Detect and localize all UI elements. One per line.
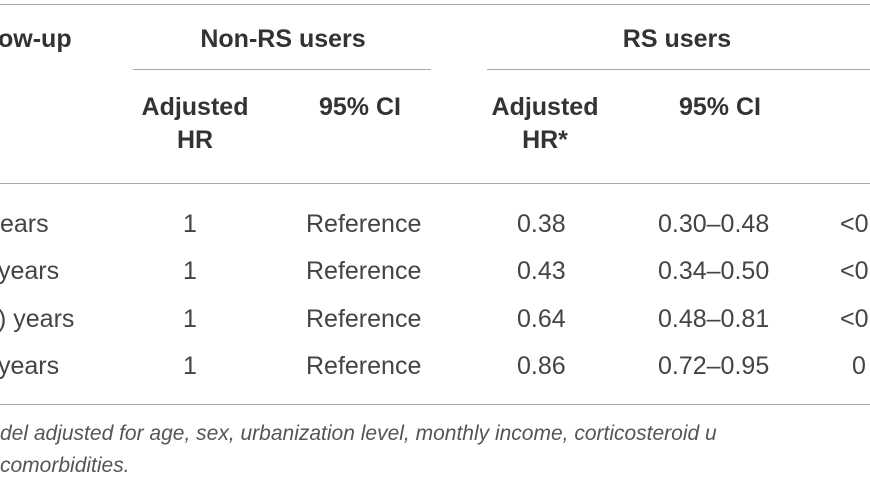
p-value-cell: <0 (840, 210, 869, 238)
non-rs-ci-header: 95% CI (319, 93, 401, 121)
footnote-line-2: comorbidities. (0, 454, 130, 477)
p-value-cell: <0 (840, 257, 869, 285)
non-rs-group-rule (133, 69, 431, 70)
rs-hr-header-line1: Adjusted (491, 93, 599, 121)
non-rs-hr-cell: 1 (183, 257, 197, 285)
followup-cell: ) years (0, 305, 75, 333)
rs-group-rule (487, 69, 870, 70)
non-rs-hr-header-line2: HR (176, 126, 214, 154)
followup-header: ow-up (0, 25, 72, 53)
rs-hr-cell: 0.43 (517, 257, 566, 285)
non-rs-ci-cell: Reference (306, 210, 422, 238)
followup-cell: years (0, 257, 60, 285)
header-bottom-rule (0, 183, 870, 184)
rs-ci-cell: 0.48–0.81 (658, 305, 770, 333)
non-rs-hr-cell: 1 (183, 210, 197, 238)
non-rs-hr-header-line1: Adjusted (141, 93, 249, 121)
top-rule (0, 4, 870, 5)
followup-cell: ears (0, 210, 49, 238)
non-rs-ci-cell: Reference (306, 352, 422, 380)
p-value-cell: 0 (852, 352, 866, 380)
non-rs-ci-cell: Reference (306, 305, 422, 333)
non-rs-group-header: Non-RS users (200, 25, 366, 53)
rs-hr-cell: 0.86 (517, 352, 566, 380)
rs-ci-cell: 0.34–0.50 (658, 257, 770, 285)
followup-cell: years (0, 352, 60, 380)
rs-hr-cell: 0.64 (517, 305, 566, 333)
rs-ci-header: 95% CI (679, 93, 761, 121)
rs-ci-cell: 0.72–0.95 (658, 352, 770, 380)
rs-hr-header-line2: HR* (522, 126, 568, 154)
rs-ci-cell: 0.30–0.48 (658, 210, 770, 238)
non-rs-ci-cell: Reference (306, 257, 422, 285)
rs-hr-cell: 0.38 (517, 210, 566, 238)
non-rs-hr-cell: 1 (183, 305, 197, 333)
p-value-cell: <0 (840, 305, 869, 333)
footnote-line-1: del adjusted for age, sex, urbanization … (0, 422, 717, 445)
non-rs-hr-cell: 1 (183, 352, 197, 380)
bottom-rule (0, 404, 870, 405)
rs-group-header: RS users (622, 25, 732, 53)
